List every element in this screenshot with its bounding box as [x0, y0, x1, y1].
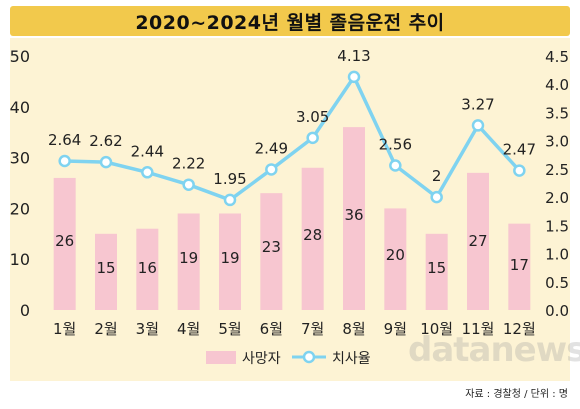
line-value-label: 2.49 — [255, 139, 288, 157]
line-value-label: 1.95 — [213, 170, 246, 188]
y-right-tick-label: 4.5 — [545, 48, 569, 66]
x-tick-label: 12월 — [503, 320, 536, 338]
line-value-label: 4.13 — [337, 47, 370, 65]
x-tick-label: 1월 — [53, 320, 76, 338]
x-tick-label: 11월 — [462, 320, 495, 338]
y-right-tick-label: 2.5 — [545, 161, 569, 179]
bar-4 — [177, 213, 200, 310]
y-right-tick-label: 1.5 — [545, 217, 569, 235]
y-right-tick-label: 3.0 — [545, 133, 569, 151]
y-left-tick-label: 0 — [20, 301, 30, 320]
bar-7 — [301, 167, 324, 310]
line-point-9 — [389, 159, 402, 172]
line-point-8 — [347, 70, 361, 84]
x-tick-label: 3월 — [136, 320, 159, 338]
bar-1 — [53, 177, 76, 310]
y-left-tick-label: 10 — [10, 250, 30, 269]
line-value-label: 2.44 — [131, 142, 164, 160]
x-tick-label: 6월 — [260, 320, 283, 338]
line-point-1 — [58, 154, 71, 168]
bar-value-label: 16 — [138, 259, 157, 277]
line-value-label: 2.64 — [48, 131, 81, 149]
line-point-12 — [513, 164, 526, 177]
line-value-label: 2.22 — [172, 155, 205, 173]
line-value-label: 2.47 — [503, 141, 536, 159]
line-value-label: 2.62 — [89, 132, 122, 150]
chart-title: 2020~2024년 월별 졸음운전 추이 — [135, 11, 445, 34]
line-value-label: 3.27 — [461, 95, 494, 113]
bar-11 — [467, 172, 489, 310]
x-tick-label: 9월 — [384, 320, 407, 338]
line-point-7 — [306, 131, 319, 145]
x-tick-label: 10월 — [420, 320, 453, 338]
source-note: 자료 : 경찰청 / 단위 : 명 — [465, 389, 568, 400]
bar-2 — [95, 233, 117, 310]
line-point-10 — [430, 190, 443, 204]
x-tick-label: 2월 — [94, 320, 117, 338]
bar-value-label: 19 — [220, 249, 239, 267]
y-right-tick-label: 0.0 — [545, 302, 569, 320]
y-right-tick-label: 2.0 — [545, 189, 569, 207]
line-point-3 — [141, 166, 154, 179]
x-tick-label: 5월 — [218, 320, 241, 338]
legend-line-label: 치사율 — [332, 351, 371, 367]
bar-6 — [260, 193, 283, 310]
legend-bar-swatch — [206, 351, 236, 364]
legend-line-marker — [302, 350, 316, 364]
y-left-tick-label: 40 — [10, 98, 30, 117]
y-right-tick-label: 1.0 — [545, 246, 569, 264]
y-left-tick-label: 30 — [10, 149, 30, 168]
bar-9 — [384, 208, 407, 310]
title-bar: 2020~2024년 월별 졸음운전 추이 — [10, 6, 570, 36]
y-right-tick-label: 0.5 — [545, 274, 569, 292]
y-left-tick-label: 20 — [10, 199, 30, 218]
line-value-label: 2 — [432, 167, 442, 185]
line-series-path — [64, 75, 521, 202]
y-right-tick-label: 3.5 — [545, 104, 569, 122]
line-value-label: 2.56 — [379, 136, 412, 154]
bar-value-label: 28 — [303, 226, 322, 244]
x-tick-label: 7월 — [301, 320, 324, 338]
bar-value-label: 26 — [55, 232, 74, 250]
bar-5 — [219, 213, 241, 310]
line-point-11 — [471, 119, 485, 132]
y-left-tick-label: 50 — [10, 47, 30, 66]
bar-value-label: 27 — [468, 232, 487, 250]
bar-value-label: 36 — [344, 206, 363, 224]
bar-3 — [136, 228, 159, 310]
bar-8 — [343, 127, 365, 311]
line-point-6 — [265, 163, 278, 176]
line-point-4 — [182, 178, 195, 191]
bar-12 — [508, 223, 531, 310]
bar-value-label: 20 — [386, 246, 405, 264]
line-point-5 — [223, 193, 237, 207]
bar-value-label: 15 — [96, 259, 115, 277]
legend-bar-label: 사망자 — [242, 351, 281, 367]
x-tick-label: 8월 — [342, 320, 365, 338]
line-point-2 — [99, 155, 113, 169]
bar-value-label: 23 — [262, 238, 281, 256]
y-right-tick-label: 4.0 — [545, 76, 569, 94]
bar-value-label: 19 — [179, 249, 198, 267]
line-value-label: 3.05 — [296, 108, 329, 126]
bar-value-label: 17 — [510, 256, 529, 274]
x-tick-label: 4월 — [177, 320, 200, 338]
bar-10 — [425, 233, 448, 310]
bar-value-label: 15 — [427, 259, 446, 277]
watermark-logo: datanews — [408, 330, 580, 370]
